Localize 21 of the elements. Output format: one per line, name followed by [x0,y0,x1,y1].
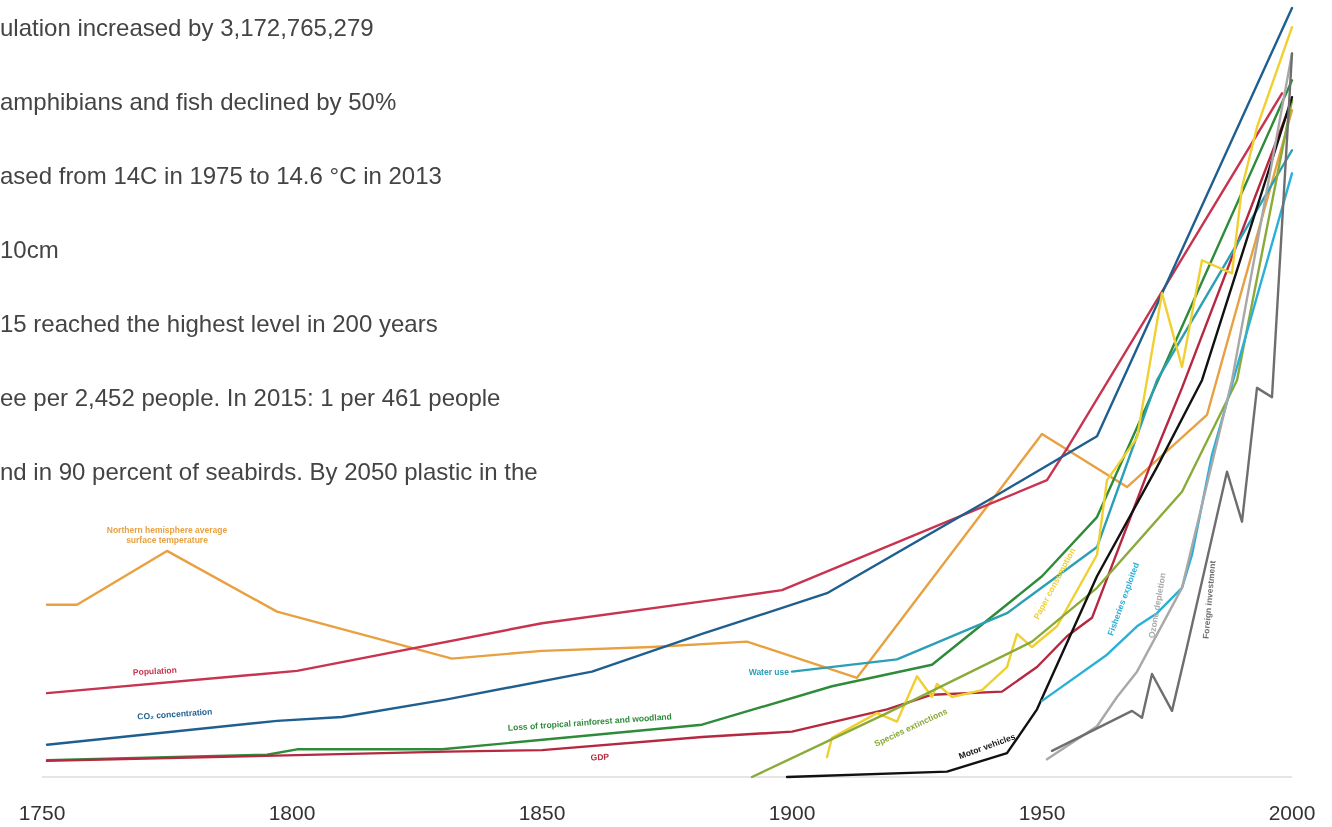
x-tick-label: 1850 [518,801,566,824]
annotation: amphibians and fish declined by 50% [0,88,397,115]
series-label: CO₂ concentration [136,706,213,722]
series-label: GDP [590,751,610,763]
x-tick-label: 1900 [768,801,816,824]
series-label: Loss of tropical rainforest and woodland [507,711,673,733]
annotation: ee per 2,452 people. In 2015: 1 per 461 people [0,384,501,411]
text: Foreign investment [1200,560,1218,640]
annotation: 10cm [0,236,59,263]
series-label: Population [132,664,178,678]
annotation: ulation increased by 3,172,765,279 [0,14,374,41]
series-label: Northern hemisphere average surface temperature [106,525,228,545]
x-tick-label: 1950 [1018,801,1066,824]
annotation: ased from 14C in 1975 to 14.6 °C in 2013 [0,162,442,189]
x-tick-label: 1800 [268,801,316,824]
text: Ozone depletion [1146,572,1168,639]
x-tick-label: 2000 [1268,801,1316,824]
annotation: nd in 90 percent of seabirds. By 2050 plastic in the [0,458,538,485]
x-tick-label: 1750 [18,801,66,824]
series-label: Water use [748,667,790,677]
annotation: 15 reached the highest level in 200 years [0,310,438,337]
